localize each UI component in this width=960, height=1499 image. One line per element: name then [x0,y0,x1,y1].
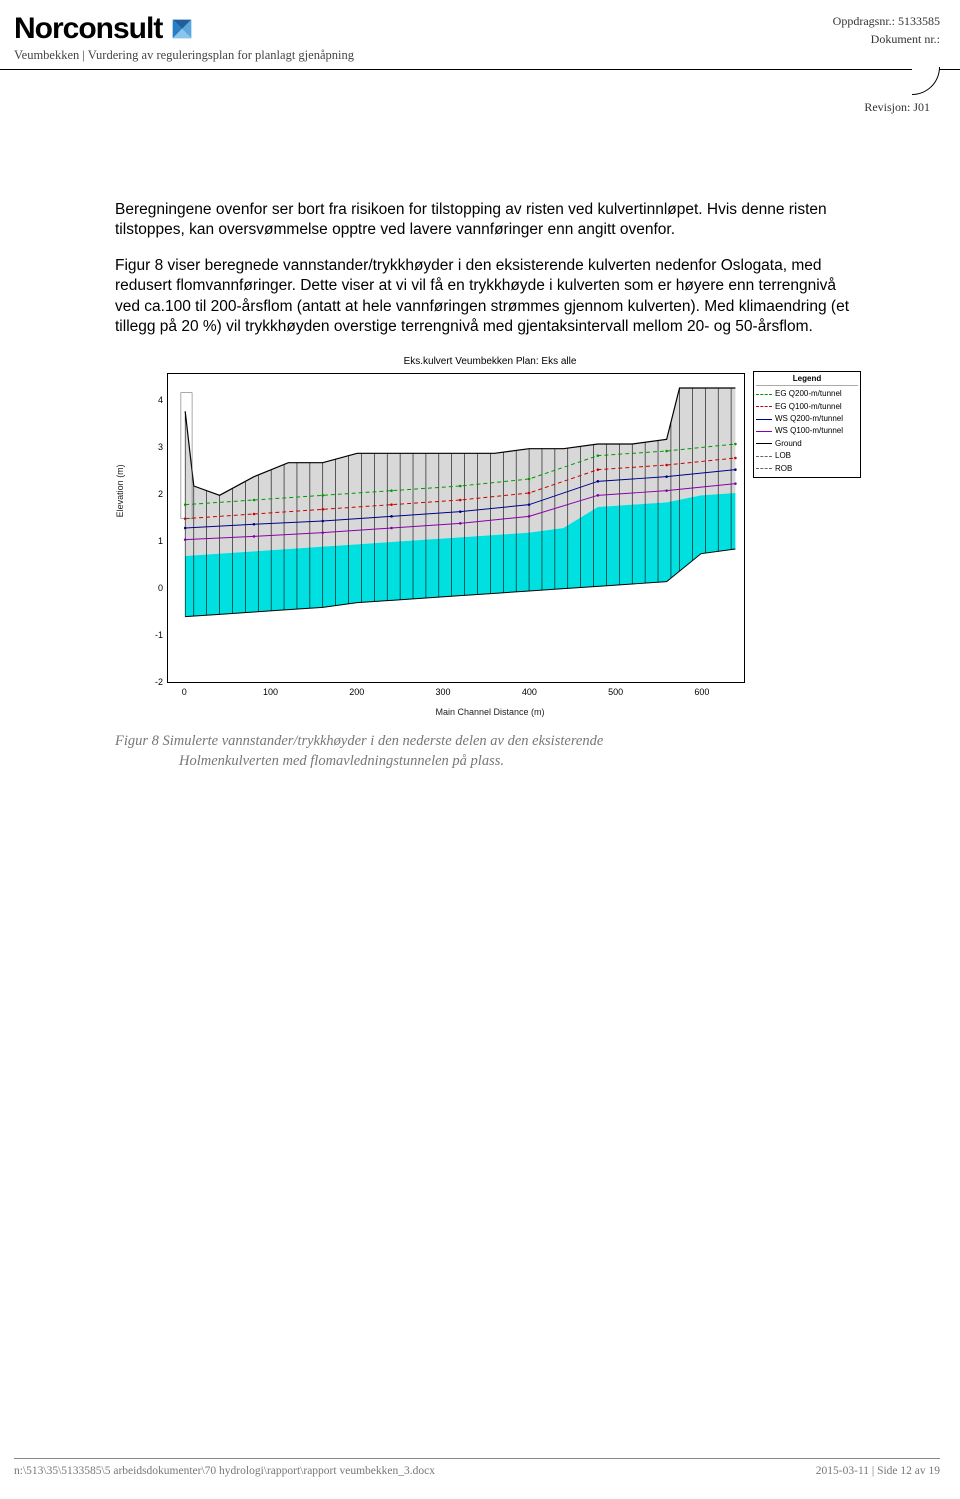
y-tick: 1 [143,536,163,548]
x-axis-label: Main Channel Distance (m) [435,707,544,719]
y-tick: 3 [143,442,163,454]
legend-item: LOB [756,450,858,462]
revision-label: Revisjon: J01 [864,100,930,115]
project-number: Oppdragsnr.: 5133585 [833,12,940,30]
y-tick: 0 [143,583,163,595]
legend-item: Ground [756,438,858,450]
chart-svg [168,374,744,682]
document-number: Dokument nr.: [833,30,940,48]
legend-label: WS Q100-m/tunnel [775,426,843,436]
legend-item: EG Q100-m/tunnel [756,401,858,413]
legend-swatch [756,431,772,432]
caption-line-2: Holmenkulverten med flomavledningstunnel… [115,751,865,771]
legend-label: EG Q200-m/tunnel [775,389,842,399]
legend-title: Legend [756,374,858,386]
legend-label: Ground [775,439,802,449]
legend-swatch [756,406,772,407]
header-right: Oppdragsnr.: 5133585 Dokument nr.: [833,12,940,63]
x-tick: 0 [182,687,187,699]
chart-title: Eks.kulvert Veumbekken Plan: Eks alle [115,353,865,368]
paragraph-2: Figur 8 viser beregnede vannstander/tryk… [115,256,865,337]
x-tick: 600 [694,687,709,699]
header-subtitle: Veumbekken | Vurdering av reguleringspla… [14,48,354,63]
legend-swatch [756,456,772,457]
y-tick: 4 [143,395,163,407]
main-content: Beregningene ovenfor ser bort fra risiko… [0,70,960,771]
company-name: Norconsult [14,12,162,46]
paragraph-1: Beregningene ovenfor ser bort fra risiko… [115,200,865,240]
legend-item: ROB [756,463,858,475]
legend-label: WS Q200-m/tunnel [775,414,843,424]
footer-filepath: n:\513\35\5133585\5 arbeidsdokumenter\70… [14,1465,435,1477]
legend-item: WS Q100-m/tunnel [756,425,858,437]
y-tick: -1 [143,630,163,642]
legend-item: EG Q200-m/tunnel [756,388,858,400]
legend-swatch [756,419,772,420]
legend-label: EG Q100-m/tunnel [775,402,842,412]
x-tick: 500 [608,687,623,699]
y-axis-label: Elevation (m) [115,464,127,517]
chart-legend: Legend EG Q200-m/tunnel EG Q100-m/tunnel W… [753,371,861,478]
x-tick: 100 [263,687,278,699]
caption-line-1: Figur 8 Simulerte vannstander/trykkhøyde… [115,733,603,749]
y-tick: -2 [143,677,163,689]
legend-swatch [756,443,772,444]
footer-page-info: 2015-03-11 | Side 12 av 19 [816,1465,940,1477]
page-footer: n:\513\35\5133585\5 arbeidsdokumenter\70… [14,1458,940,1477]
chart-figure-8: Eks.kulvert Veumbekken Plan: Eks alle El… [115,353,865,723]
x-tick: 200 [349,687,364,699]
header-left: Norconsult Veumbekken | Vurdering av reg… [14,12,354,63]
chart-plot-area [167,373,745,683]
logo: Norconsult [14,12,354,46]
y-tick: 2 [143,489,163,501]
legend-label: LOB [775,451,791,461]
norconsult-logo-icon [168,15,196,43]
legend-swatch [756,394,772,395]
x-tick: 400 [522,687,537,699]
figure-8-caption: Figur 8 Simulerte vannstander/trykkhøyde… [115,731,865,772]
legend-label: ROB [775,464,792,474]
x-tick: 300 [436,687,451,699]
page-header: Norconsult Veumbekken | Vurdering av reg… [0,0,960,70]
legend-swatch [756,468,772,469]
legend-item: WS Q200-m/tunnel [756,413,858,425]
